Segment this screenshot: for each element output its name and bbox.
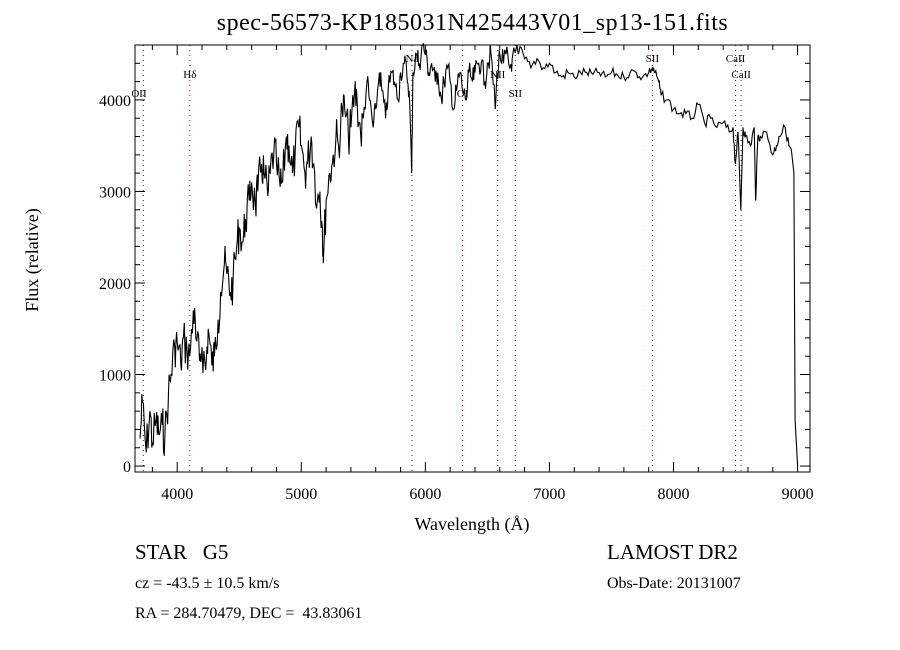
axis-ticks [135, 44, 810, 472]
survey-name: LAMOST DR2 [607, 540, 738, 564]
line-marker-label: Hδ [183, 69, 196, 81]
x-tick-label: 6000 [409, 486, 441, 503]
spectrum-line [139, 43, 799, 467]
line-marker-label: CaII [731, 69, 751, 81]
series-layer [139, 43, 799, 467]
x-tick-label: 8000 [658, 486, 690, 503]
y-tick-label: 0 [123, 459, 131, 476]
chart-title: spec-56573-KP185031N425443V01_sp13-151.f… [216, 10, 729, 36]
line-marker-label: OI [457, 88, 469, 100]
y-axis-label: Flux (relative) [22, 208, 43, 311]
coordinates: RA = 284.70479, DEC = 43.83061 [135, 605, 363, 622]
x-tick-label: 4000 [161, 486, 193, 503]
y-tick-label: 4000 [99, 93, 131, 110]
line-marker-label: SII [509, 88, 523, 100]
line-marker-label: OII [131, 88, 147, 100]
plot-frame [134, 44, 811, 473]
line-marker-label: CaII [726, 53, 746, 65]
x-axis-label: Wavelength (Å) [414, 514, 529, 535]
observation-date: Obs-Date: 20131007 [607, 575, 741, 592]
x-tick-label: 5000 [285, 486, 317, 503]
line-marker-label: SII [646, 53, 660, 65]
y-tick-label: 1000 [99, 368, 131, 385]
redshift-velocity: cz = -43.5 ± 10.5 km/s [135, 575, 280, 592]
y-tick-label: 2000 [99, 276, 131, 293]
x-tick-label: 9000 [782, 486, 814, 503]
object-class: STAR G5 [135, 540, 229, 564]
x-tick-label: 7000 [533, 486, 565, 503]
y-tick-label: 3000 [99, 184, 131, 201]
